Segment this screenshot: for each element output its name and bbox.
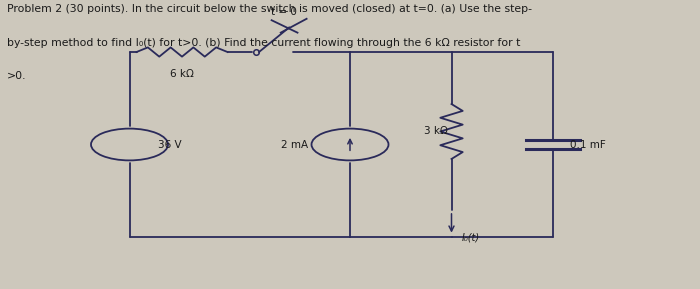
- Text: 3 kΩ: 3 kΩ: [424, 127, 448, 136]
- Text: by-step method to find I₀(t) for t>0. (b) Find the current flowing through the 6: by-step method to find I₀(t) for t>0. (b…: [7, 38, 520, 48]
- Text: I₀(t): I₀(t): [462, 233, 480, 243]
- Text: 36 V: 36 V: [158, 140, 181, 149]
- Text: 6 kΩ: 6 kΩ: [170, 69, 194, 79]
- Text: t = 0: t = 0: [271, 7, 296, 17]
- Text: 0.1 mF: 0.1 mF: [570, 140, 606, 149]
- Text: Problem 2 (30 points). In the circuit below the switch is moved (closed) at t=0.: Problem 2 (30 points). In the circuit be…: [7, 4, 532, 14]
- Text: 2 mA: 2 mA: [281, 140, 308, 149]
- Text: >0.: >0.: [7, 71, 27, 81]
